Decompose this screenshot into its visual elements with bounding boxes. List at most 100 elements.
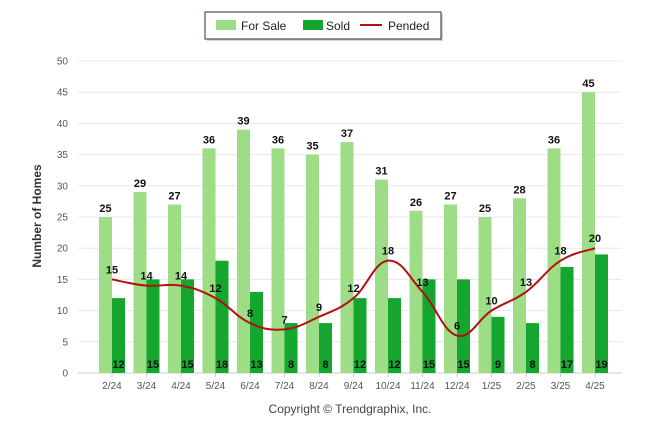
x-tick-label: 1/25: [482, 381, 502, 392]
bar-sold: [422, 279, 436, 373]
bar-sold: [319, 323, 332, 373]
label-sold: 9: [495, 359, 501, 371]
label-for-sale: 45: [582, 78, 594, 90]
legend: For Sale Sold Pended: [204, 11, 443, 41]
label-sold: 17: [561, 359, 573, 371]
label-for-sale: 31: [375, 166, 387, 178]
bar-for-sale: [306, 154, 319, 373]
label-pended: 12: [209, 283, 221, 295]
bar-for-sale: [444, 204, 457, 373]
label-for-sale: 25: [99, 203, 111, 215]
label-pended: 8: [247, 308, 253, 320]
label-sold: 15: [147, 359, 159, 371]
label-pended: 20: [589, 233, 601, 245]
label-sold: 15: [457, 359, 469, 371]
label-sold: 13: [250, 359, 262, 371]
bar-sold: [388, 298, 401, 373]
y-axis-title: Number of Homes: [30, 164, 44, 268]
y-tick-label: 15: [57, 275, 69, 286]
label-sold: 15: [423, 359, 435, 371]
label-sold: 8: [529, 359, 535, 371]
x-tick-label: 7/24: [275, 381, 295, 392]
label-for-sale: 36: [272, 134, 284, 146]
label-pended: 12: [347, 283, 359, 295]
label-pended: 13: [416, 277, 428, 289]
bar-sold: [146, 279, 160, 373]
label-pended: 14: [175, 271, 188, 283]
y-tick-label: 25: [57, 213, 69, 224]
label-for-sale: 28: [513, 184, 525, 196]
label-sold: 12: [354, 359, 366, 371]
bar-for-sale: [582, 92, 595, 373]
x-tick-label: 9/24: [344, 381, 364, 392]
label-pended: 18: [554, 246, 566, 258]
label-for-sale: 26: [410, 197, 422, 209]
bar-sold: [112, 298, 125, 373]
pended-line-path: [111, 247, 596, 337]
x-tick-label: 3/24: [137, 381, 157, 392]
label-for-sale: 37: [341, 128, 353, 140]
y-tick-label: 35: [57, 150, 69, 161]
bar-for-sale: [513, 198, 526, 373]
x-tick-label: 12/24: [444, 381, 469, 392]
bar-for-sale: [202, 148, 216, 373]
label-sold: 8: [288, 359, 294, 371]
label-sold: 18: [216, 359, 228, 371]
label-for-sale: 25: [479, 203, 491, 215]
label-sold: 19: [595, 359, 607, 371]
x-tick-label: 2/25: [516, 381, 536, 392]
label-pended: 10: [485, 296, 497, 308]
bar-sold: [595, 254, 608, 373]
x-tick-label: 3/25: [551, 381, 571, 392]
copyright-text: Copyright © Trendgraphix, Inc.: [269, 402, 432, 416]
x-tick-label: 11/24: [410, 381, 435, 392]
bar-sold: [284, 323, 298, 373]
x-axis-ticks: 2/24 3/24 4/24 5/24 6/24 7/24 8/24 9/24 10/24 11/…: [102, 373, 605, 392]
bar-sold: [181, 279, 194, 373]
label-pended: 9: [316, 302, 322, 314]
y-axis-ticks: 0 5 10 15 20 25 30 35 40 45 50: [57, 57, 69, 380]
bar-for-sale: [168, 204, 181, 373]
legend-swatch-for-sale: [216, 20, 236, 30]
label-for-sale: 39: [237, 116, 249, 128]
label-for-sale: 35: [306, 141, 318, 153]
label-pended: 15: [106, 264, 118, 276]
bar-for-sale: [478, 217, 492, 373]
x-tick-label: 8/24: [309, 381, 329, 392]
label-sold: 15: [181, 359, 193, 371]
bar-for-sale: [237, 129, 250, 373]
bar-for-sale: [375, 179, 388, 373]
label-for-sale: 36: [203, 134, 215, 146]
label-sold: 12: [112, 359, 124, 371]
bar-sold: [526, 323, 539, 373]
bars: [99, 92, 608, 373]
label-sold: 12: [388, 359, 400, 371]
bar-sold: [353, 298, 367, 373]
x-tick-label: 10/24: [375, 381, 400, 392]
label-for-sale: 36: [548, 134, 560, 146]
legend-swatch-sold: [303, 20, 323, 30]
label-pended: 6: [454, 321, 460, 333]
bar-sold: [457, 279, 470, 373]
bar-for-sale: [547, 148, 561, 373]
bar-for-sale: [340, 142, 354, 373]
legend-label-pended: Pended: [388, 19, 429, 33]
y-tick-label: 45: [57, 88, 69, 99]
x-tick-label: 4/25: [585, 381, 605, 392]
label-pended: 13: [520, 277, 532, 289]
pended-line: [111, 247, 596, 337]
bar-sold: [560, 266, 574, 373]
y-tick-label: 20: [57, 244, 69, 255]
legend-label-for-sale: For Sale: [241, 19, 287, 33]
y-tick-label: 40: [57, 119, 69, 130]
y-tick-label: 10: [57, 306, 69, 317]
label-for-sale: 27: [168, 191, 180, 203]
legend-label-sold: Sold: [326, 19, 350, 33]
bar-sold: [491, 316, 505, 373]
bar-for-sale: [409, 210, 423, 373]
label-sold: 8: [322, 359, 328, 371]
x-tick-label: 4/24: [171, 381, 191, 392]
y-tick-label: 0: [62, 369, 68, 380]
bar-for-sale: [99, 217, 112, 373]
bar-sold: [250, 291, 263, 373]
